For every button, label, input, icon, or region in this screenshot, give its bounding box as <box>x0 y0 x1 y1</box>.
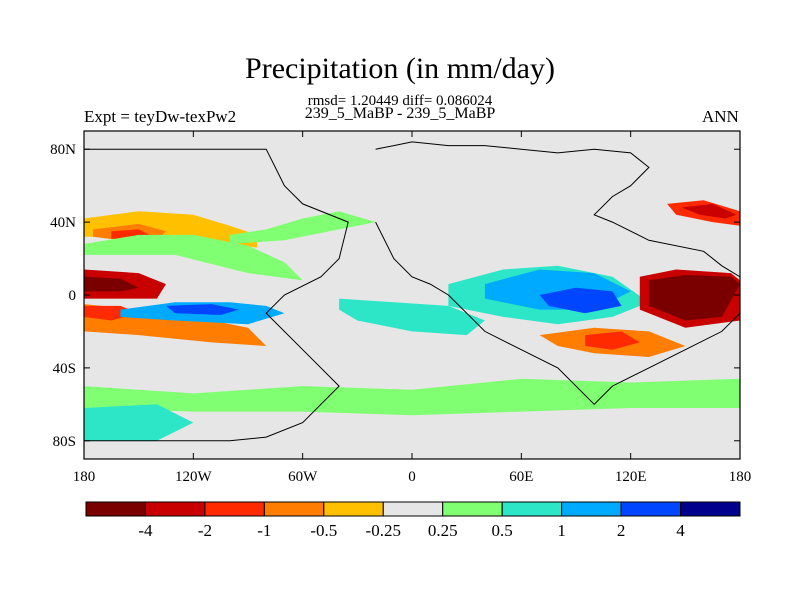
colorbar-level-label: 0.25 <box>428 521 458 540</box>
colorbar-swatch <box>442 501 503 517</box>
colorbar-swatch <box>323 501 384 517</box>
coastline-layer <box>84 141 740 442</box>
y-tick-label: 40S <box>53 361 76 377</box>
colorbar-level-label: -2 <box>198 521 212 540</box>
y-tick-label: 40N <box>50 215 76 231</box>
x-tick-label: 120W <box>175 469 213 485</box>
y-tick-label: 80N <box>50 142 76 158</box>
case-subtitle: 239_5_MaBP - 239_5_MaBP <box>304 105 496 122</box>
colorbar-swatch <box>561 501 622 517</box>
colorbar-level-label: -1 <box>257 521 271 540</box>
colorbar: -4 -2 -1 -0.5 -0.25 0.25 0.5 1 2 4 <box>85 501 741 540</box>
colorbar-level-label: 4 <box>676 521 685 540</box>
contour-region-north-pacific-west-core <box>681 203 737 219</box>
colorbar-swatch <box>144 501 206 517</box>
colorbar-swatch <box>204 501 265 517</box>
contour-region-pacific-itcz-green <box>84 234 303 281</box>
season-label: ANN <box>702 107 739 126</box>
experiment-label: Expt = teyDw-texPw2 <box>84 107 237 126</box>
contour-region-north-atlantic-green <box>229 211 376 244</box>
colorbar-level-label: 1 <box>557 521 566 540</box>
y-tick-label: 0 <box>69 288 77 304</box>
colorbar-level-label: -0.5 <box>310 521 337 540</box>
x-tick-label: 60W <box>288 469 318 485</box>
colorbar-swatch <box>263 501 325 517</box>
contour-fill-layer <box>84 200 740 441</box>
x-tick-label: 0 <box>408 469 416 485</box>
x-tick-label: 120E <box>615 469 647 485</box>
y-tick-label: 80S <box>53 434 76 450</box>
colorbar-swatch <box>680 501 741 517</box>
contour-region-north-pacific-band <box>84 211 258 248</box>
colorbar-level-label: 0.5 <box>492 521 513 540</box>
colorbar-level-label: -0.25 <box>366 521 401 540</box>
contour-region-indian-ocean-navy <box>539 287 622 314</box>
x-tick-label: 180 <box>729 469 752 485</box>
contour-region-southern-green-band <box>84 378 740 416</box>
contour-region-southern-cyan-band <box>84 404 194 441</box>
rmsd-diff-stats: rmsd= 1.20449 diff= 0.086024 <box>307 93 493 109</box>
colorbar-swatch <box>501 501 563 517</box>
contour-region-south-atlantic-cyan <box>339 298 485 336</box>
contour-region-equatorial-pacific-core <box>84 276 139 292</box>
x-tick-label: 180 <box>73 469 96 485</box>
coastline-eurasia-africa-outline <box>375 141 740 406</box>
contour-region-pacific-navy-band <box>166 304 239 315</box>
axis-layer: 180 120W 60W 0 60E 120E 180 80N 40N 0 40S 80S <box>50 131 751 485</box>
contour-region-maritime-darkred-north <box>648 275 740 321</box>
x-tick-label: 60E <box>509 469 533 485</box>
coastline-americas-outline <box>84 148 349 442</box>
colorbar-swatch <box>620 501 682 517</box>
colorbar-swatch <box>382 501 444 517</box>
colorbar-level-label: 2 <box>617 521 626 540</box>
chart-title: Precipitation (in mm/day) <box>245 52 555 85</box>
contour-region-south-indian-red <box>585 331 640 350</box>
colorbar-level-label: -4 <box>138 521 153 540</box>
colorbar-swatch <box>85 501 146 517</box>
